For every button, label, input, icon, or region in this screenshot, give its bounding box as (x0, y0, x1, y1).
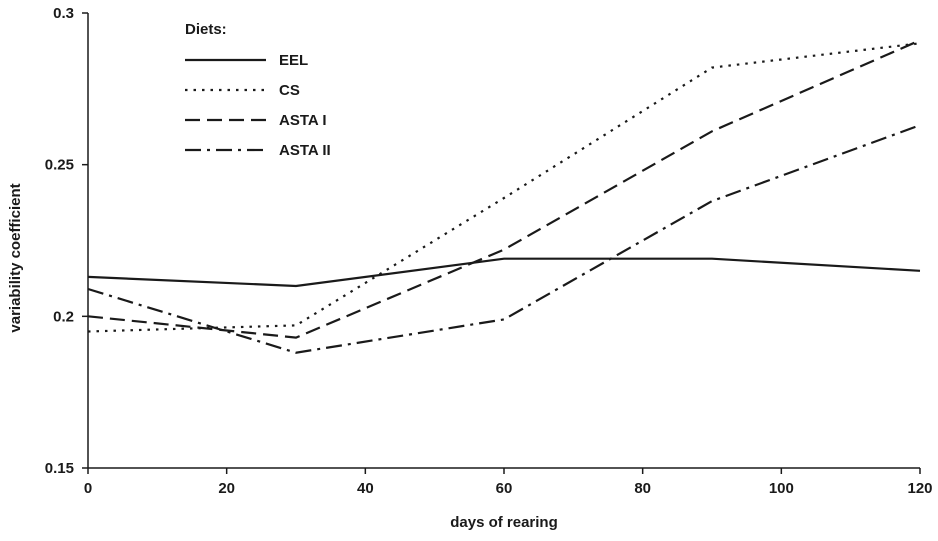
y-axis-title: variability coefficient (7, 183, 24, 332)
tick-marks (82, 12, 921, 474)
y-tick-label: 0.15 (45, 460, 74, 477)
y-tick-label: 0.25 (45, 157, 74, 174)
axes (87, 13, 920, 469)
x-tick-label: 0 (84, 480, 92, 497)
series-line-asta-i (87, 39, 921, 339)
legend-label: ASTA II (279, 142, 331, 159)
legend: Diets: EEL CS ASTA I ASTA II (185, 21, 331, 159)
legend-label: CS (279, 82, 300, 99)
x-tick-label: 40 (357, 480, 374, 497)
series-line-asta-ii (87, 124, 921, 354)
x-tick-label: 100 (769, 480, 794, 497)
legend-label: EEL (279, 52, 308, 69)
series-line-cs (87, 42, 921, 333)
y-tick-label: 0.3 (53, 5, 74, 22)
tick-labels: 0 20 40 60 80 100 120 0.15 0.2 0.25 0.3 (45, 5, 933, 497)
legend-title: Diets: (185, 21, 227, 38)
x-tick-label: 80 (634, 480, 651, 497)
x-axis-title: days of rearing (450, 514, 558, 531)
series-layer (87, 39, 921, 354)
legend-label: ASTA I (279, 112, 327, 129)
x-tick-label: 60 (496, 480, 513, 497)
x-tick-label: 120 (907, 480, 932, 497)
x-tick-label: 20 (218, 480, 235, 497)
series-line-eel (87, 257, 921, 288)
y-tick-label: 0.2 (53, 308, 74, 325)
